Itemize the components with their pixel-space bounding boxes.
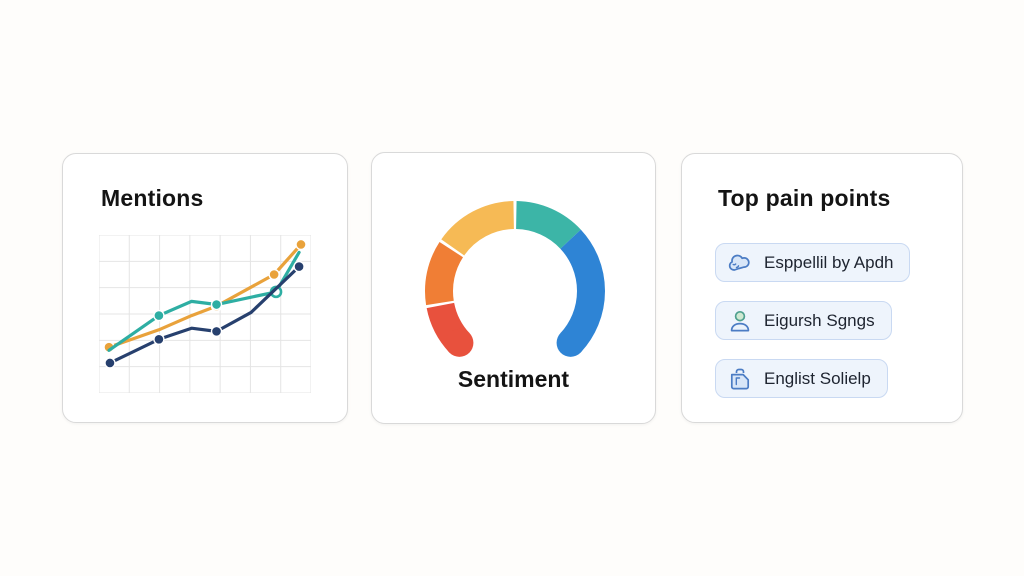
mentions-title: Mentions: [101, 185, 204, 211]
pain-points-list: Esppellil by Apdh Eigursh Sgngs Englist …: [715, 243, 911, 398]
sentiment-label: Sentiment: [457, 366, 570, 392]
pain-point-chip-3[interactable]: Englist Solielp: [715, 359, 888, 398]
user-icon: [727, 308, 753, 334]
mentions-line-chart: [99, 235, 311, 393]
bag-icon: [727, 366, 753, 392]
pain-point-label: Eigursh Sgngs: [764, 310, 875, 330]
thought-cloud-icon: [727, 250, 753, 276]
sentiment-card: Sentiment: [371, 152, 656, 424]
pain-points-card: Top pain points Esppellil by Apdh Eigurs…: [681, 153, 963, 423]
pain-point-chip-1[interactable]: Esppellil by Apdh: [715, 243, 911, 282]
pain-point-label: Englist Solielp: [764, 368, 871, 388]
pain-point-chip-2[interactable]: Eigursh Sgngs: [715, 301, 892, 340]
pain-points-title: Top pain points: [718, 185, 891, 211]
pain-point-label: Esppellil by Apdh: [764, 252, 894, 272]
sentiment-gauge-chart: [425, 201, 605, 357]
mentions-card: Mentions: [62, 153, 348, 423]
